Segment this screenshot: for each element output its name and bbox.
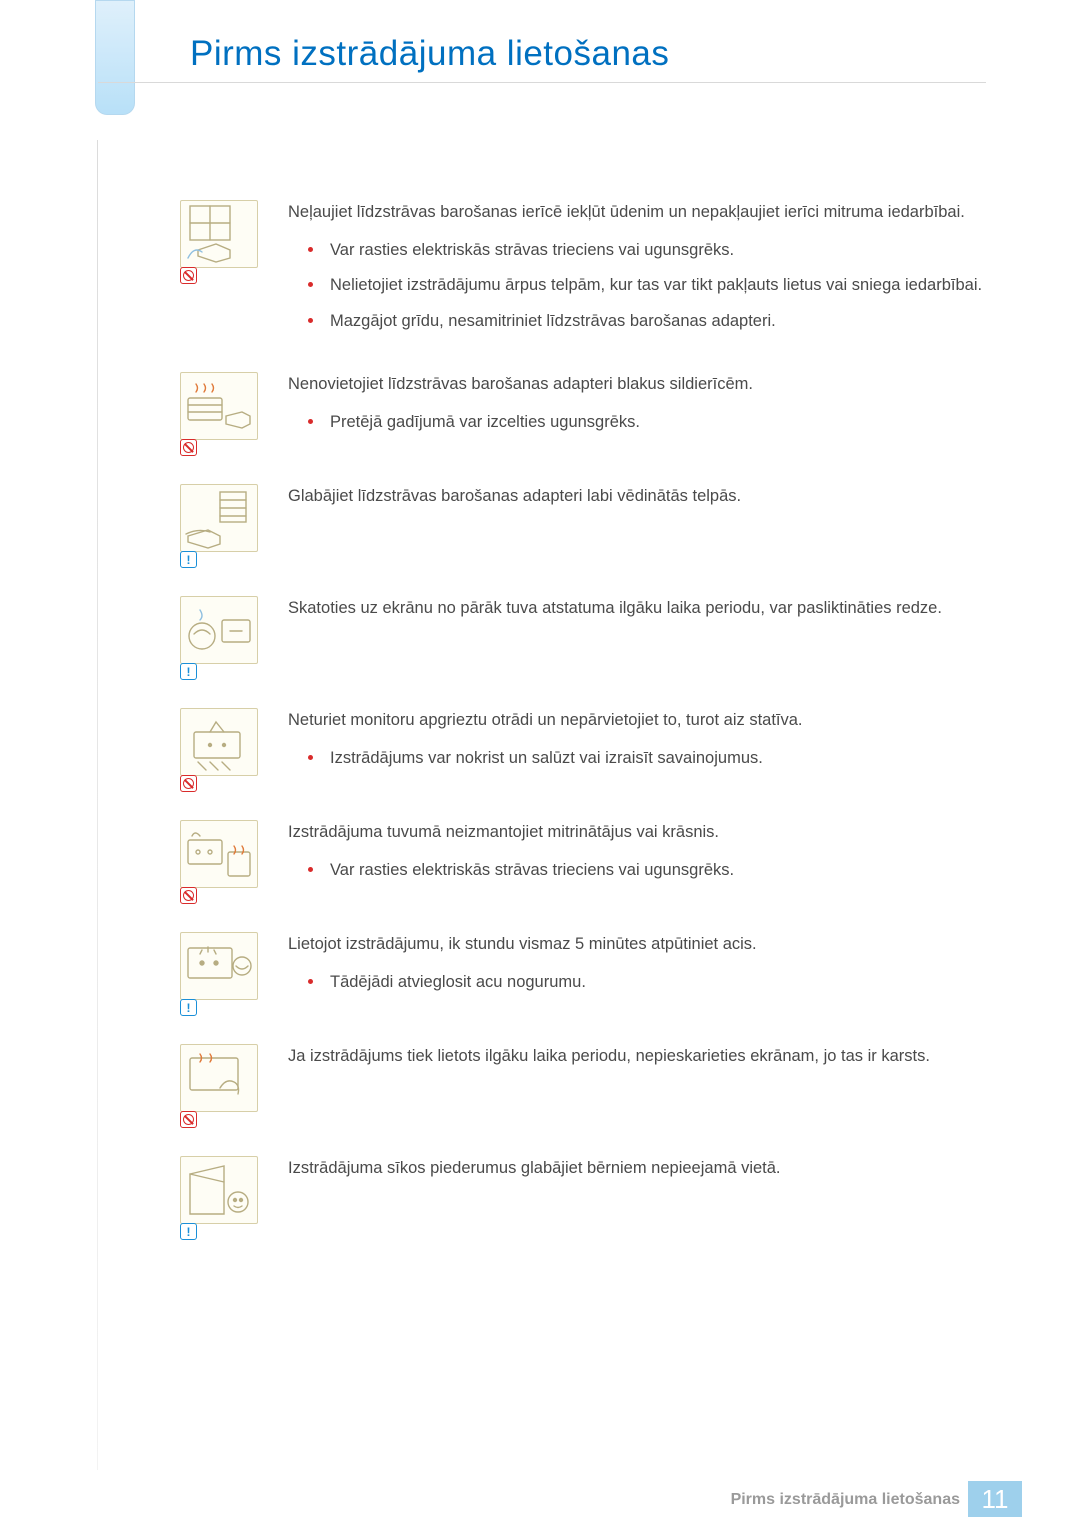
item-bullets: Pretējā gadījumā var izcelties ugunsgrēk…: [288, 410, 986, 436]
title-rule: [98, 82, 986, 83]
prohibit-icon: [180, 439, 197, 456]
safety-item: Neļaujiet līdzstrāvas barošanas ierīcē i…: [180, 200, 986, 344]
page-number: 11: [968, 1481, 1022, 1517]
section-tab: [95, 0, 135, 130]
prohibit-icon: [180, 775, 197, 792]
illustration-thumb: [180, 932, 264, 1016]
item-body: Lietojot izstrādājumu, ik stundu vismaz …: [288, 932, 986, 1016]
illustration-thumb: [180, 596, 264, 680]
item-lead-text: Neļaujiet līdzstrāvas barošanas ierīcē i…: [288, 200, 986, 226]
safety-item: Ja izstrādājums tiek lietots ilgāku laik…: [180, 1044, 986, 1128]
prohibit-icon: [180, 887, 197, 904]
content-column: Neļaujiet līdzstrāvas barošanas ierīcē i…: [180, 200, 986, 1268]
bullet-item: Var rasties elektriskās strāvas triecien…: [330, 238, 986, 264]
illustration-thumb: [180, 484, 264, 568]
safety-item: Neturiet monitoru apgrieztu otrādi un ne…: [180, 708, 986, 792]
safety-item: Nenovietojiet līdzstrāvas barošanas adap…: [180, 372, 986, 456]
item-body: Izstrādājuma sīkos piederumus glabājiet …: [288, 1156, 986, 1240]
safety-item: Izstrādājuma tuvumā neizmantojiet mitrin…: [180, 820, 986, 904]
safety-item: Glabājiet līdzstrāvas barošanas adapteri…: [180, 484, 986, 568]
footer-section-label: Pirms izstrādājuma lietošanas: [731, 1491, 960, 1509]
info-icon: [180, 1223, 197, 1240]
info-icon: [180, 551, 197, 568]
safety-item: Skatoties uz ekrānu no pārāk tuva atstat…: [180, 596, 986, 680]
left-gutter-line: [97, 140, 98, 1470]
bullet-item: Tādējādi atvieglosit acu nogurumu.: [330, 970, 986, 996]
item-body: Nenovietojiet līdzstrāvas barošanas adap…: [288, 372, 986, 456]
item-lead-text: Ja izstrādājums tiek lietots ilgāku laik…: [288, 1044, 986, 1070]
info-icon: [180, 663, 197, 680]
footer: Pirms izstrādājuma lietošanas 11: [0, 1483, 1080, 1527]
item-body: Izstrādājuma tuvumā neizmantojiet mitrin…: [288, 820, 986, 904]
illustration-thumb: [180, 1044, 264, 1128]
item-body: Neturiet monitoru apgrieztu otrādi un ne…: [288, 708, 986, 792]
bullet-item: Nelietojiet izstrādājumu ārpus telpām, k…: [330, 273, 986, 299]
item-lead-text: Nenovietojiet līdzstrāvas barošanas adap…: [288, 372, 986, 398]
illustration-thumb: [180, 200, 264, 284]
item-lead-text: Izstrādājuma sīkos piederumus glabājiet …: [288, 1156, 986, 1182]
item-bullets: Var rasties elektriskās strāvas triecien…: [288, 238, 986, 335]
item-body: Skatoties uz ekrānu no pārāk tuva atstat…: [288, 596, 986, 680]
bullet-item: Var rasties elektriskās strāvas triecien…: [330, 858, 986, 884]
item-bullets: Tādējādi atvieglosit acu nogurumu.: [288, 970, 986, 996]
item-bullets: Var rasties elektriskās strāvas triecien…: [288, 858, 986, 884]
safety-item: Lietojot izstrādājumu, ik stundu vismaz …: [180, 932, 986, 1016]
item-lead-text: Izstrādājuma tuvumā neizmantojiet mitrin…: [288, 820, 986, 846]
info-icon: [180, 999, 197, 1016]
illustration-thumb: [180, 372, 264, 456]
bullet-item: Pretējā gadījumā var izcelties ugunsgrēk…: [330, 410, 986, 436]
item-lead-text: Neturiet monitoru apgrieztu otrādi un ne…: [288, 708, 986, 734]
page: Pirms izstrādājuma lietošanas Neļaujiet …: [0, 0, 1080, 1527]
item-bullets: Izstrādājums var nokrist un salūzt vai i…: [288, 746, 986, 772]
illustration-thumb: [180, 1156, 264, 1240]
item-lead-text: Glabājiet līdzstrāvas barošanas adapteri…: [288, 484, 986, 510]
illustration-thumb: [180, 820, 264, 904]
bullet-item: Izstrādājums var nokrist un salūzt vai i…: [330, 746, 986, 772]
page-title: Pirms izstrādājuma lietošanas: [190, 34, 669, 74]
item-lead-text: Skatoties uz ekrānu no pārāk tuva atstat…: [288, 596, 986, 622]
item-lead-text: Lietojot izstrādājumu, ik stundu vismaz …: [288, 932, 986, 958]
prohibit-icon: [180, 1111, 197, 1128]
illustration-thumb: [180, 708, 264, 792]
bullet-item: Mazgājot grīdu, nesamitriniet līdzstrāva…: [330, 309, 986, 335]
item-body: Ja izstrādājums tiek lietots ilgāku laik…: [288, 1044, 986, 1128]
item-body: Neļaujiet līdzstrāvas barošanas ierīcē i…: [288, 200, 986, 344]
item-body: Glabājiet līdzstrāvas barošanas adapteri…: [288, 484, 986, 568]
prohibit-icon: [180, 267, 197, 284]
safety-item: Izstrādājuma sīkos piederumus glabājiet …: [180, 1156, 986, 1240]
